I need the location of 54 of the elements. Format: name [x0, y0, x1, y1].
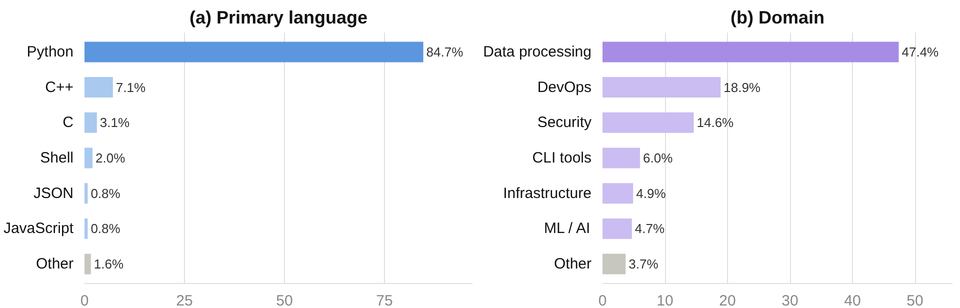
y-tick-label: Python: [26, 43, 74, 60]
x-tick-label: 10: [656, 292, 674, 308]
y-tick-label: C++: [45, 78, 74, 96]
data-label: 4.9%: [636, 186, 666, 201]
bar: [602, 254, 626, 274]
bar: [602, 218, 632, 239]
bar: [602, 148, 640, 168]
y-tick-label: DevOps: [537, 78, 592, 96]
data-label: 18.9%: [724, 80, 761, 95]
data-label: 6.0%: [643, 150, 674, 166]
data-label: 0.8%: [90, 221, 121, 236]
bar: [84, 112, 97, 133]
x-tick-label: 75: [376, 292, 393, 308]
data-label: 4.7%: [634, 221, 665, 236]
bar: [84, 218, 88, 239]
bar: [602, 183, 634, 204]
x-tick-label: 0: [80, 292, 89, 308]
data-label: 1.6%: [94, 256, 124, 272]
bar: [602, 77, 721, 98]
y-tick-label: Infrastructure: [503, 184, 592, 202]
bar: [602, 112, 694, 133]
bar: [84, 183, 88, 204]
data-label: 14.6%: [696, 115, 734, 130]
y-tick-label: Security: [537, 114, 592, 132]
x-tick-label: 20: [719, 292, 736, 308]
data-label: 0.8%: [90, 186, 121, 201]
chart-title: (b) Domain: [730, 8, 825, 28]
data-label: 3.1%: [100, 115, 130, 130]
y-tick-label: CLI tools: [532, 150, 592, 166]
x-tick-label: 0: [598, 292, 607, 308]
y-tick-label: Shell: [40, 150, 74, 166]
bar: [602, 42, 899, 62]
data-label: 7.1%: [116, 80, 146, 95]
bar: [84, 42, 424, 62]
y-tick-label: ML / AI: [544, 220, 590, 238]
y-tick-label: Data processing: [483, 43, 592, 60]
bar: [84, 148, 92, 168]
data-label: 3.7%: [628, 256, 659, 272]
x-tick-label: 25: [176, 292, 193, 308]
y-tick-label: Other: [554, 256, 592, 273]
data-label: 2.0%: [96, 150, 126, 166]
data-label: 84.7%: [426, 44, 464, 60]
data-label: 47.4%: [902, 44, 940, 60]
y-tick-label: JavaScript: [3, 220, 74, 238]
x-tick-label: 50: [906, 292, 924, 308]
bar: [84, 254, 91, 274]
x-tick-label: 50: [276, 292, 293, 308]
y-tick-label: JSON: [33, 184, 74, 202]
chart-title: (a) Primary language: [189, 8, 368, 28]
y-tick-label: C: [62, 114, 74, 132]
x-tick-label: 30: [782, 292, 798, 308]
bar: [84, 77, 113, 98]
y-tick-label: Other: [36, 256, 74, 273]
x-tick-label: 40: [844, 292, 861, 308]
